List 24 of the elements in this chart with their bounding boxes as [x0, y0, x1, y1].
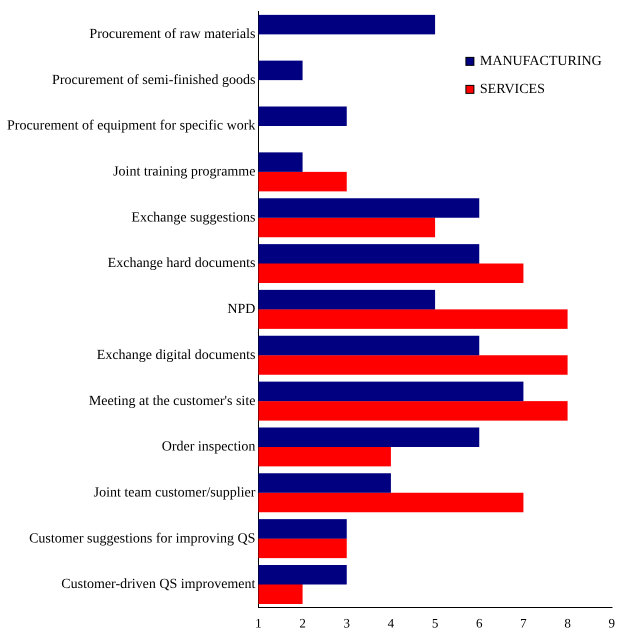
y-tick-label: Joint team customer/supplier — [94, 485, 256, 500]
y-tick-label: Order inspection — [162, 440, 256, 455]
x-tick-label: 2 — [299, 616, 306, 631]
x-tick-label: 1 — [255, 616, 262, 631]
x-tick-label: 6 — [476, 616, 483, 631]
y-tick-label: Procurement of semi-finished goods — [52, 72, 256, 88]
y-tick-label: Procurement of raw materials — [89, 26, 256, 42]
y-tick-label: Exchange hard documents — [108, 256, 256, 272]
x-tick-label: 4 — [388, 616, 395, 631]
y-tick-label: Procurement of equipment for specific work — [6, 118, 256, 134]
y-tick-label: Exchange suggestions — [131, 210, 256, 226]
legend-label: MANUFACTURING — [480, 54, 602, 70]
y-tick-label: NPD — [227, 302, 256, 318]
x-tick-label: 7 — [520, 616, 528, 631]
y-tick-label: Meeting at the customer's site — [88, 394, 256, 409]
y-tick-label: Exchange digital documents — [96, 348, 256, 363]
x-tick-label: 9 — [608, 616, 615, 631]
x-tick-label: 3 — [344, 616, 350, 631]
x-tick-label: 5 — [432, 616, 438, 631]
y-tick-label: Joint training programme — [113, 164, 256, 180]
x-tick-label: 8 — [564, 616, 571, 631]
legend-label: SERVICES — [480, 82, 545, 98]
y-tick-label: Customer-driven QS improvement — [61, 577, 256, 592]
y-tick-label: Customer suggestions for improving QS — [29, 531, 256, 546]
